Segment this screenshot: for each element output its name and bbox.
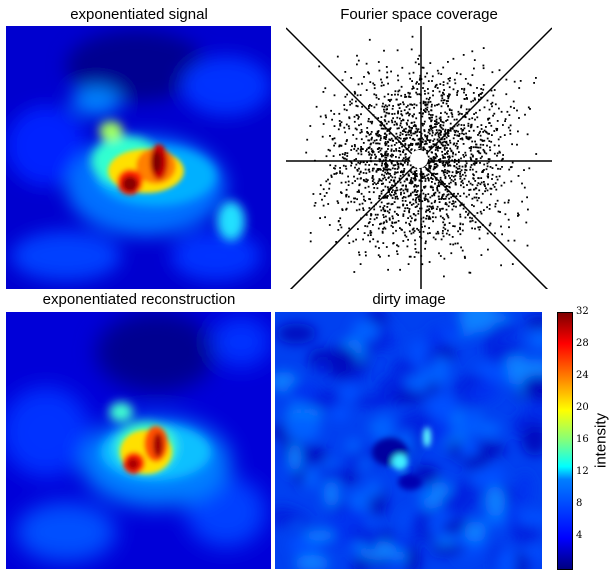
colorbar-tick: 32 — [576, 306, 589, 317]
colorbar-tick: 12 — [576, 466, 589, 477]
coverage-center-hole — [410, 150, 428, 168]
colorbar-label: intensity — [592, 412, 610, 469]
coverage-sample-points — [305, 35, 538, 278]
colorbar-tick: 8 — [576, 498, 583, 509]
signal-panel-title: exponentiated signal — [70, 6, 208, 23]
colorbar-tick: 16 — [576, 434, 589, 445]
colorbar-tick: 24 — [576, 370, 589, 381]
colorbar-tick: 20 — [576, 402, 589, 413]
coverage-panel-title: Fourier space coverage — [340, 6, 498, 23]
colorbar — [557, 312, 573, 570]
reconstruction-panel-title: exponentiated reconstruction — [42, 291, 236, 308]
coverage-plot — [286, 26, 552, 289]
colorbar-tick: 28 — [576, 338, 589, 349]
colorbar-tick: 4 — [576, 530, 583, 541]
dirty-panel-title: dirty image — [372, 291, 446, 308]
dirty-image — [275, 312, 542, 569]
signal-image — [6, 26, 271, 289]
reconstruction-image — [6, 312, 271, 569]
